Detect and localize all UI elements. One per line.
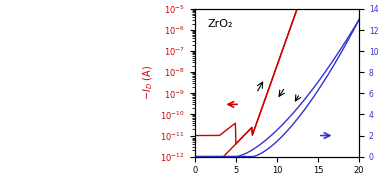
Y-axis label: $-I_D$ (A): $-I_D$ (A) — [141, 65, 155, 100]
Text: ZrO₂: ZrO₂ — [208, 19, 233, 29]
